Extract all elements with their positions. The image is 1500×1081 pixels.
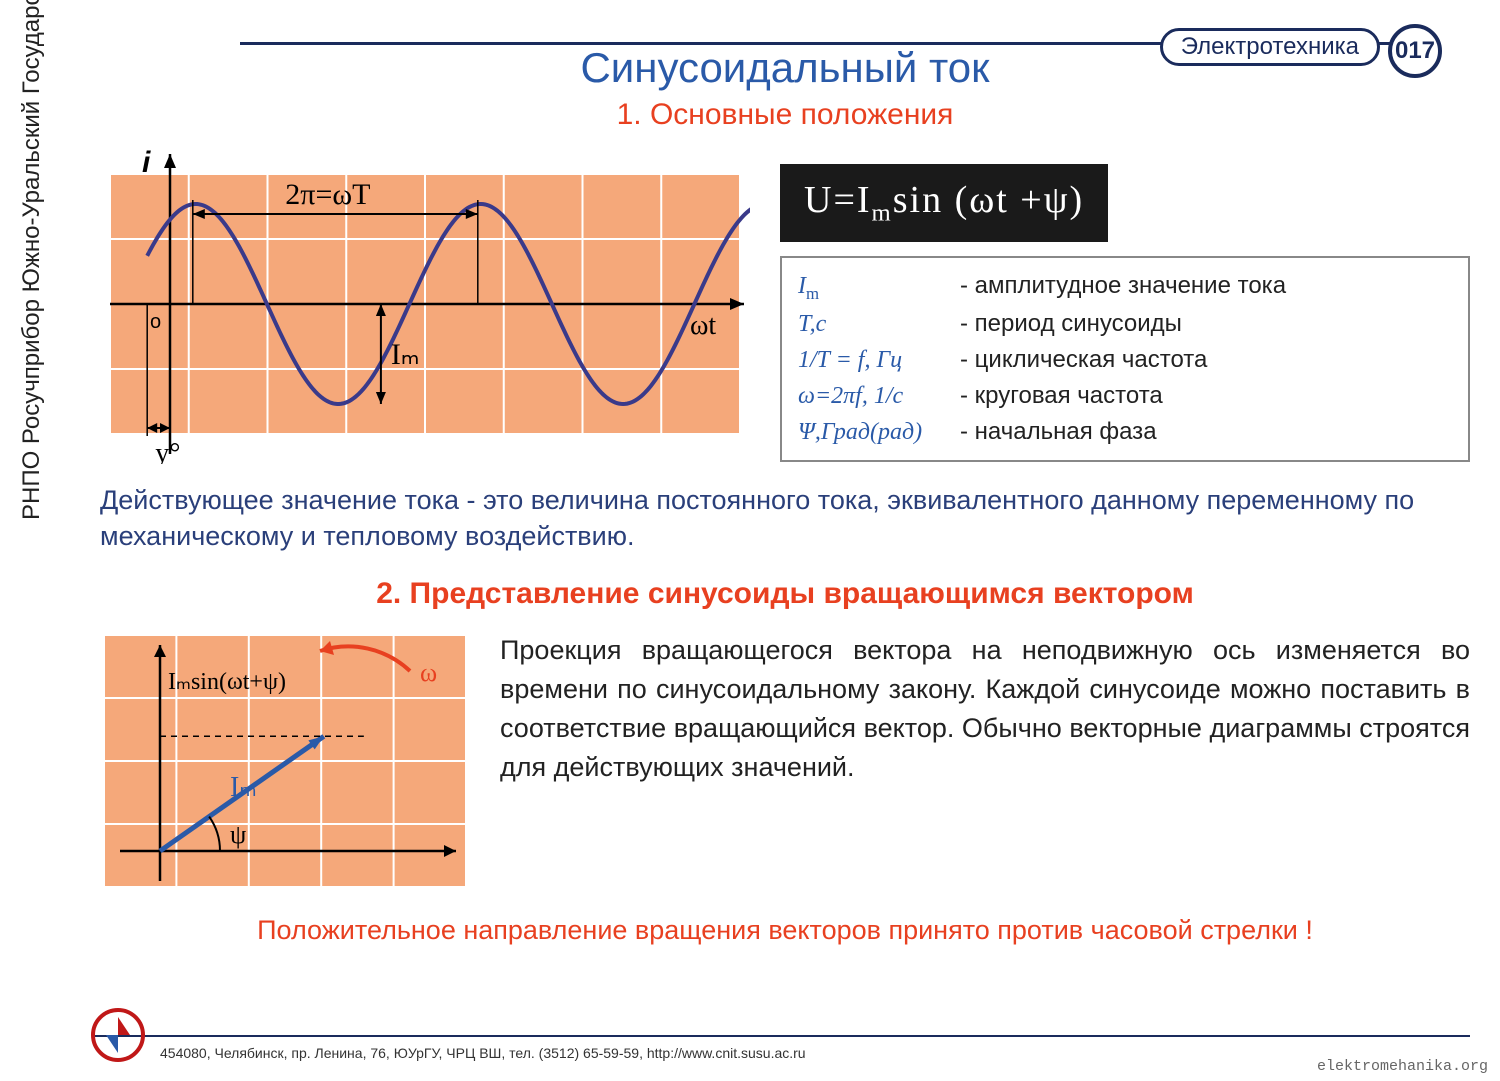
main-formula: U=Imsin (ωt +ψ) <box>780 164 1108 242</box>
svg-text:2π=ωT: 2π=ωT <box>285 178 370 211</box>
section2-row: Iₘsin(ωt+ψ) Iₘ ψ ω Проекция вращающегося ве… <box>100 631 1470 891</box>
legend-row: Im - амплитудное значение тока <box>798 268 1452 306</box>
legend-desc: - амплитудное значение тока <box>960 268 1286 306</box>
svg-text:i: i <box>142 146 151 179</box>
warning-text: Положительное направление вращения векто… <box>100 915 1470 946</box>
svg-text:ψ: ψ <box>230 820 246 849</box>
sine-chart: i ωt о 2π=ωT Iₘ y° <box>100 144 750 464</box>
legend-symbol: T,с <box>798 306 948 342</box>
legend-row: ω=2πf, 1/с - круговая частота <box>798 378 1452 414</box>
svg-text:ωt: ωt <box>690 310 716 341</box>
legend-desc: - начальная фаза <box>960 414 1157 450</box>
footer-divider <box>95 1035 1470 1037</box>
section1-row: i ωt о 2π=ωT Iₘ y° U=Imsin (ωt +ψ) Im - амплит… <box>100 144 1470 464</box>
legend-box: Im - амплитудное значение тока T,с - период… <box>780 256 1470 462</box>
page-number: 017 <box>1388 24 1442 78</box>
svg-text:ω: ω <box>420 658 437 687</box>
legend-symbol: Ψ,Град(рад) <box>798 414 948 450</box>
section2-title: 2. Представление синусоиды вращающимся в… <box>100 577 1470 611</box>
vector-chart: Iₘsin(ωt+ψ) Iₘ ψ ω <box>100 631 470 891</box>
section1-title: 1. Основные положения <box>100 98 1470 132</box>
footer-text: 454080, Челябинск, пр. Ленина, 76, ЮУрГУ… <box>160 1045 806 1061</box>
legend-row: T,с - период синусоиды <box>798 306 1452 342</box>
legend-desc: - период синусоиды <box>960 306 1182 342</box>
watermark: elektromehanika.org <box>1317 1058 1488 1075</box>
legend-symbol: 1/T = f, Гц <box>798 342 948 378</box>
section2-text: Проекция вращающегося вектора на неподви… <box>500 631 1470 788</box>
svg-text:Iₘ: Iₘ <box>391 338 420 371</box>
legend-row: 1/T = f, Гц - циклическая частота <box>798 342 1452 378</box>
formula-column: U=Imsin (ωt +ψ) Im - амплитудное значение… <box>780 144 1470 462</box>
svg-text:Iₘsin(ωt+ψ): Iₘsin(ωt+ψ) <box>168 669 286 695</box>
svg-text:Iₘ: Iₘ <box>230 772 257 803</box>
svg-text:о: о <box>150 311 161 333</box>
legend-symbol: Im <box>798 268 948 306</box>
definition-text: Действующее значение тока - это величина… <box>100 482 1470 555</box>
legend-row: Ψ,Град(рад) - начальная фаза <box>798 414 1452 450</box>
legend-desc: - циклическая частота <box>960 342 1207 378</box>
institution-label: РНПО Росучприбор Южно-Уральский Государс… <box>18 0 46 520</box>
legend-symbol: ω=2πf, 1/с <box>798 378 948 414</box>
page-content: Электротехника 017 Синусоидальный ток 1.… <box>100 20 1470 1041</box>
subject-badge: Электротехника <box>1160 28 1380 66</box>
legend-desc: - круговая частота <box>960 378 1163 414</box>
svg-text:y°: y° <box>155 438 180 464</box>
logo-icon <box>90 1007 146 1063</box>
